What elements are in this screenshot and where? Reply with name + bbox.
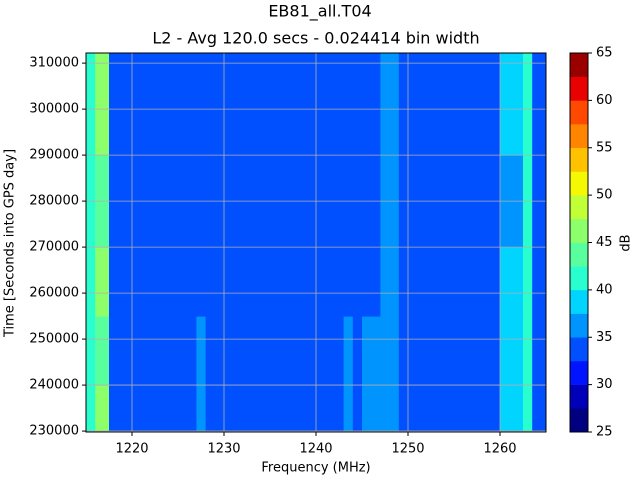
heat-cell	[95, 385, 110, 433]
colorbar-segment	[570, 384, 588, 409]
x-tick-label: 1220	[115, 442, 148, 457]
heat-cell	[205, 247, 345, 317]
heat-cell	[362, 316, 381, 386]
heat-cell	[523, 316, 533, 386]
y-axis-label: Time [Seconds into GPS day]	[3, 149, 18, 338]
x-axis-label: Frequency (MHz)	[261, 461, 370, 476]
heat-cell	[398, 316, 501, 386]
colorbar-segment	[570, 242, 588, 267]
chart-title: EB81_all.T04	[268, 2, 371, 22]
heat-cell	[343, 53, 354, 156]
heat-cell	[500, 385, 524, 433]
chart-subtitle: L2 - Avg 120.0 secs - 0.024414 bin width	[152, 29, 479, 48]
x-tick-label: 1230	[207, 442, 240, 457]
y-tick-label: 280000	[29, 194, 79, 209]
colorbar-segment	[570, 408, 588, 433]
heat-cell	[523, 247, 533, 317]
colorbar-tick-label: 30	[596, 377, 613, 392]
y-tick-label: 230000	[29, 424, 79, 439]
colorbar-segment	[570, 171, 588, 196]
heat-cell	[352, 316, 363, 386]
heat-cell	[343, 247, 354, 317]
heat-cell	[205, 53, 345, 156]
heat-cell	[523, 385, 533, 433]
heat-cell	[380, 53, 400, 156]
heat-cell	[532, 385, 547, 433]
heat-cell	[343, 316, 354, 386]
colorbar-tick-label: 40	[596, 282, 613, 297]
x-tick-label: 1260	[483, 442, 516, 457]
colorbar-tick-label: 60	[596, 93, 613, 108]
y-tick-label: 300000	[29, 102, 79, 117]
heat-cell	[86, 53, 96, 156]
heat-cell	[86, 385, 96, 433]
y-tick-label: 270000	[29, 240, 79, 255]
heat-cell	[196, 316, 207, 386]
colorbar-segment	[570, 218, 588, 243]
heat-cell	[362, 385, 381, 433]
y-tick-label: 290000	[29, 148, 79, 163]
heat-cell	[500, 247, 524, 317]
heat-cell	[398, 385, 501, 433]
heat-cell	[95, 53, 110, 156]
colorbar-segment	[570, 360, 588, 385]
colorbar-segment	[570, 147, 588, 172]
heat-cell	[362, 53, 381, 156]
heat-cell	[86, 247, 96, 317]
heat-cell	[352, 385, 363, 433]
heat-cell	[86, 316, 96, 386]
heat-cell	[109, 385, 197, 433]
heat-cell	[380, 385, 400, 433]
colorbar-segment	[570, 289, 588, 314]
heat-cell	[343, 385, 354, 433]
heat-cell	[380, 316, 400, 386]
colorbar-tick-label: 50	[596, 188, 613, 203]
plot-frame	[85, 52, 547, 433]
colorbar-segment	[570, 337, 588, 362]
colorbar-segment	[570, 100, 588, 125]
heat-cell	[109, 247, 197, 317]
colorbar-tick-label: 25	[596, 425, 613, 440]
x-tick-label: 1240	[299, 442, 332, 457]
heat-cell	[109, 316, 197, 386]
heat-cell	[532, 316, 547, 386]
colorbar-segment	[570, 313, 588, 338]
colorbar-tick-label: 65	[596, 46, 613, 61]
colorbar-tick-label: 55	[596, 140, 613, 155]
heat-cell	[205, 316, 345, 386]
colorbar-segment	[570, 266, 588, 291]
heat-cell	[196, 53, 207, 156]
heat-cell	[352, 247, 363, 317]
heat-cell	[95, 247, 110, 317]
heat-cell	[352, 53, 363, 156]
heat-cell	[196, 247, 207, 317]
y-tick-label: 240000	[29, 378, 79, 393]
heat-cell	[205, 385, 345, 433]
heat-cell	[500, 53, 524, 156]
colorbar-segment	[570, 53, 588, 77]
heat-cell	[196, 385, 207, 433]
colorbar-tick-label: 45	[596, 235, 613, 250]
heat-cell	[500, 316, 524, 386]
heat-cell	[380, 247, 400, 317]
heat-cell	[523, 53, 533, 156]
colorbar-label: dB	[619, 234, 634, 251]
heat-cell	[109, 53, 197, 156]
overlay: 1220 1230 1240 1250 1260 230000 240000 250000 26…	[29, 46, 612, 457]
heat-cell	[398, 53, 501, 156]
heat-cell	[95, 316, 110, 386]
heat-cell	[398, 247, 501, 317]
heat-cell	[532, 53, 547, 156]
heat-cell	[362, 247, 381, 317]
y-tick-label: 260000	[29, 286, 79, 301]
colorbar-segment	[570, 195, 588, 220]
heat-cell	[532, 247, 547, 317]
colorbar-segment	[570, 76, 588, 101]
colorbar-segment	[570, 124, 588, 149]
y-tick-label: 250000	[29, 332, 79, 347]
x-tick-label: 1250	[391, 442, 424, 457]
y-tick-label: 310000	[29, 56, 79, 71]
colorbar-tick-label: 35	[596, 330, 613, 345]
